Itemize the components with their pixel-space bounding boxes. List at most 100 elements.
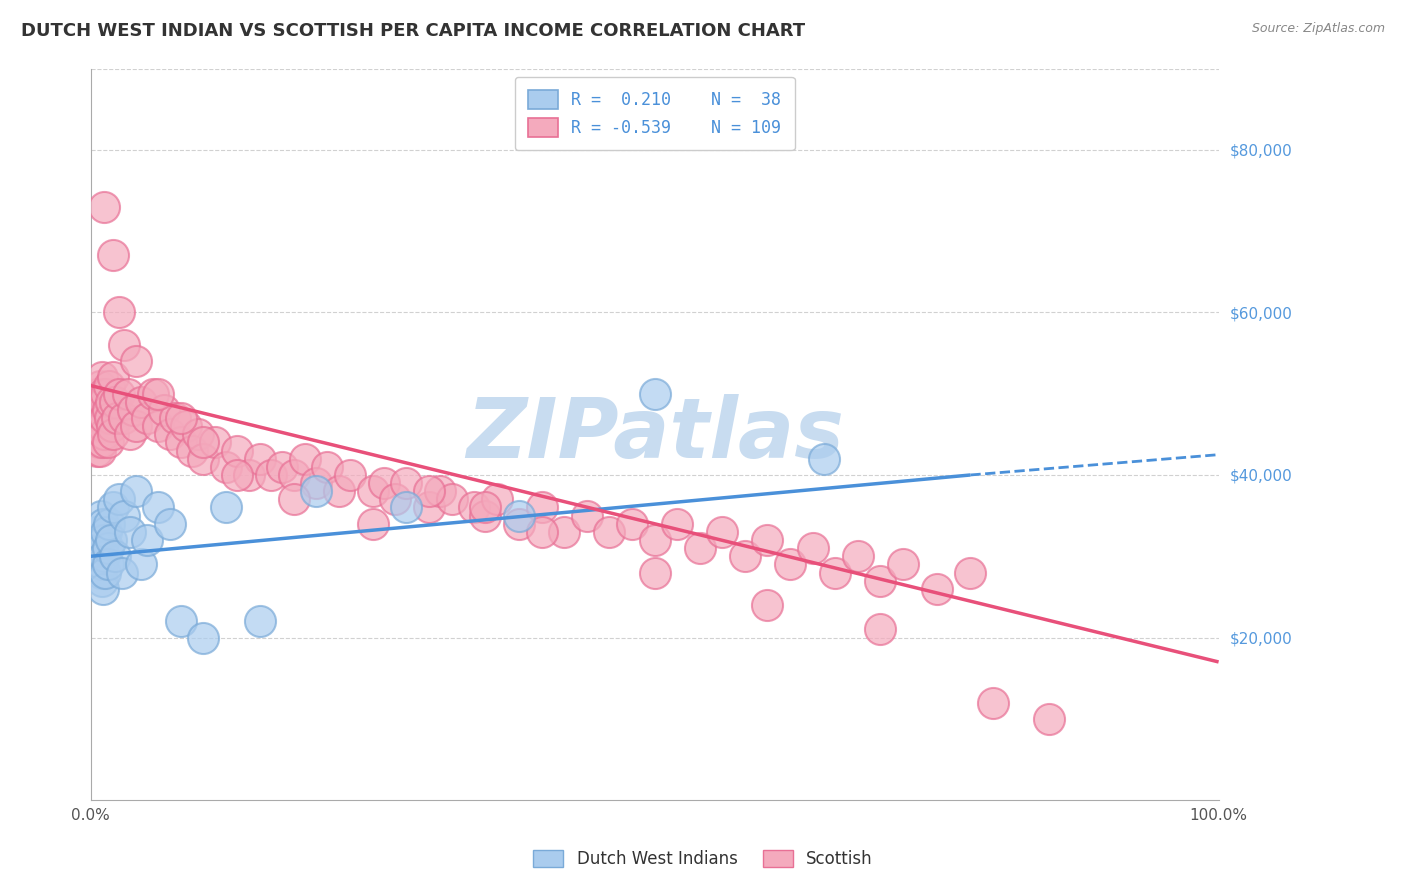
Point	[176, 419, 198, 434]
Point	[644, 533, 666, 547]
Point	[114, 411, 136, 425]
Point	[361, 484, 384, 499]
Point	[440, 492, 463, 507]
Point	[90, 435, 112, 450]
Text: DUTCH WEST INDIAN VS SCOTTISH PER CAPITA INCOME CORRELATION CHART: DUTCH WEST INDIAN VS SCOTTISH PER CAPITA…	[21, 22, 806, 40]
Point	[89, 443, 111, 458]
Point	[90, 558, 112, 572]
Point	[136, 411, 159, 425]
Point	[598, 524, 620, 539]
Point	[148, 386, 170, 401]
Point	[193, 435, 215, 450]
Point	[96, 435, 118, 450]
Point	[91, 516, 114, 531]
Point	[395, 500, 418, 515]
Point	[100, 394, 122, 409]
Point	[238, 467, 260, 482]
Point	[125, 354, 148, 368]
Point	[122, 403, 145, 417]
Point	[131, 558, 153, 572]
Point	[361, 516, 384, 531]
Point	[101, 500, 124, 515]
Point	[114, 508, 136, 523]
Point	[530, 500, 553, 515]
Point	[91, 582, 114, 596]
Point	[193, 631, 215, 645]
Point	[373, 476, 395, 491]
Point	[93, 427, 115, 442]
Point	[100, 533, 122, 547]
Point	[90, 574, 112, 588]
Point	[90, 508, 112, 523]
Point	[328, 484, 350, 499]
Point	[204, 435, 226, 450]
Legend: R =  0.210    N =  38, R = -0.539    N = 109: R = 0.210 N = 38, R = -0.539 N = 109	[515, 77, 794, 151]
Point	[260, 467, 283, 482]
Point	[125, 484, 148, 499]
Point	[756, 598, 779, 612]
Point	[283, 492, 305, 507]
Point	[159, 427, 181, 442]
Point	[170, 411, 193, 425]
Point	[165, 411, 187, 425]
Point	[813, 451, 835, 466]
Point	[575, 508, 598, 523]
Point	[226, 467, 249, 482]
Point	[959, 566, 981, 580]
Point	[101, 370, 124, 384]
Point	[94, 566, 117, 580]
Point	[339, 467, 361, 482]
Point	[170, 435, 193, 450]
Point	[120, 427, 142, 442]
Point	[530, 524, 553, 539]
Point	[84, 427, 107, 442]
Point	[711, 524, 734, 539]
Point	[142, 386, 165, 401]
Point	[418, 484, 440, 499]
Point	[93, 394, 115, 409]
Point	[87, 403, 110, 417]
Point	[153, 403, 176, 417]
Point	[111, 566, 134, 580]
Point	[981, 696, 1004, 710]
Point	[187, 427, 209, 442]
Point	[925, 582, 948, 596]
Point	[125, 419, 148, 434]
Point	[97, 516, 120, 531]
Point	[104, 394, 127, 409]
Legend: Dutch West Indians, Scottish: Dutch West Indians, Scottish	[527, 843, 879, 875]
Point	[824, 566, 846, 580]
Point	[644, 566, 666, 580]
Point	[90, 394, 112, 409]
Point	[90, 411, 112, 425]
Point	[101, 248, 124, 262]
Point	[91, 386, 114, 401]
Point	[869, 623, 891, 637]
Point	[891, 558, 914, 572]
Point	[93, 549, 115, 564]
Point	[666, 516, 689, 531]
Point	[779, 558, 801, 572]
Point	[90, 566, 112, 580]
Point	[86, 386, 108, 401]
Point	[485, 492, 508, 507]
Point	[90, 419, 112, 434]
Point	[101, 427, 124, 442]
Point	[89, 533, 111, 547]
Point	[93, 533, 115, 547]
Point	[305, 476, 328, 491]
Point	[96, 403, 118, 417]
Point	[283, 467, 305, 482]
Point	[90, 370, 112, 384]
Point	[249, 451, 271, 466]
Point	[117, 386, 139, 401]
Point	[395, 476, 418, 491]
Point	[249, 615, 271, 629]
Point	[87, 435, 110, 450]
Point	[621, 516, 644, 531]
Point	[170, 615, 193, 629]
Point	[148, 500, 170, 515]
Point	[96, 541, 118, 556]
Point	[689, 541, 711, 556]
Point	[846, 549, 869, 564]
